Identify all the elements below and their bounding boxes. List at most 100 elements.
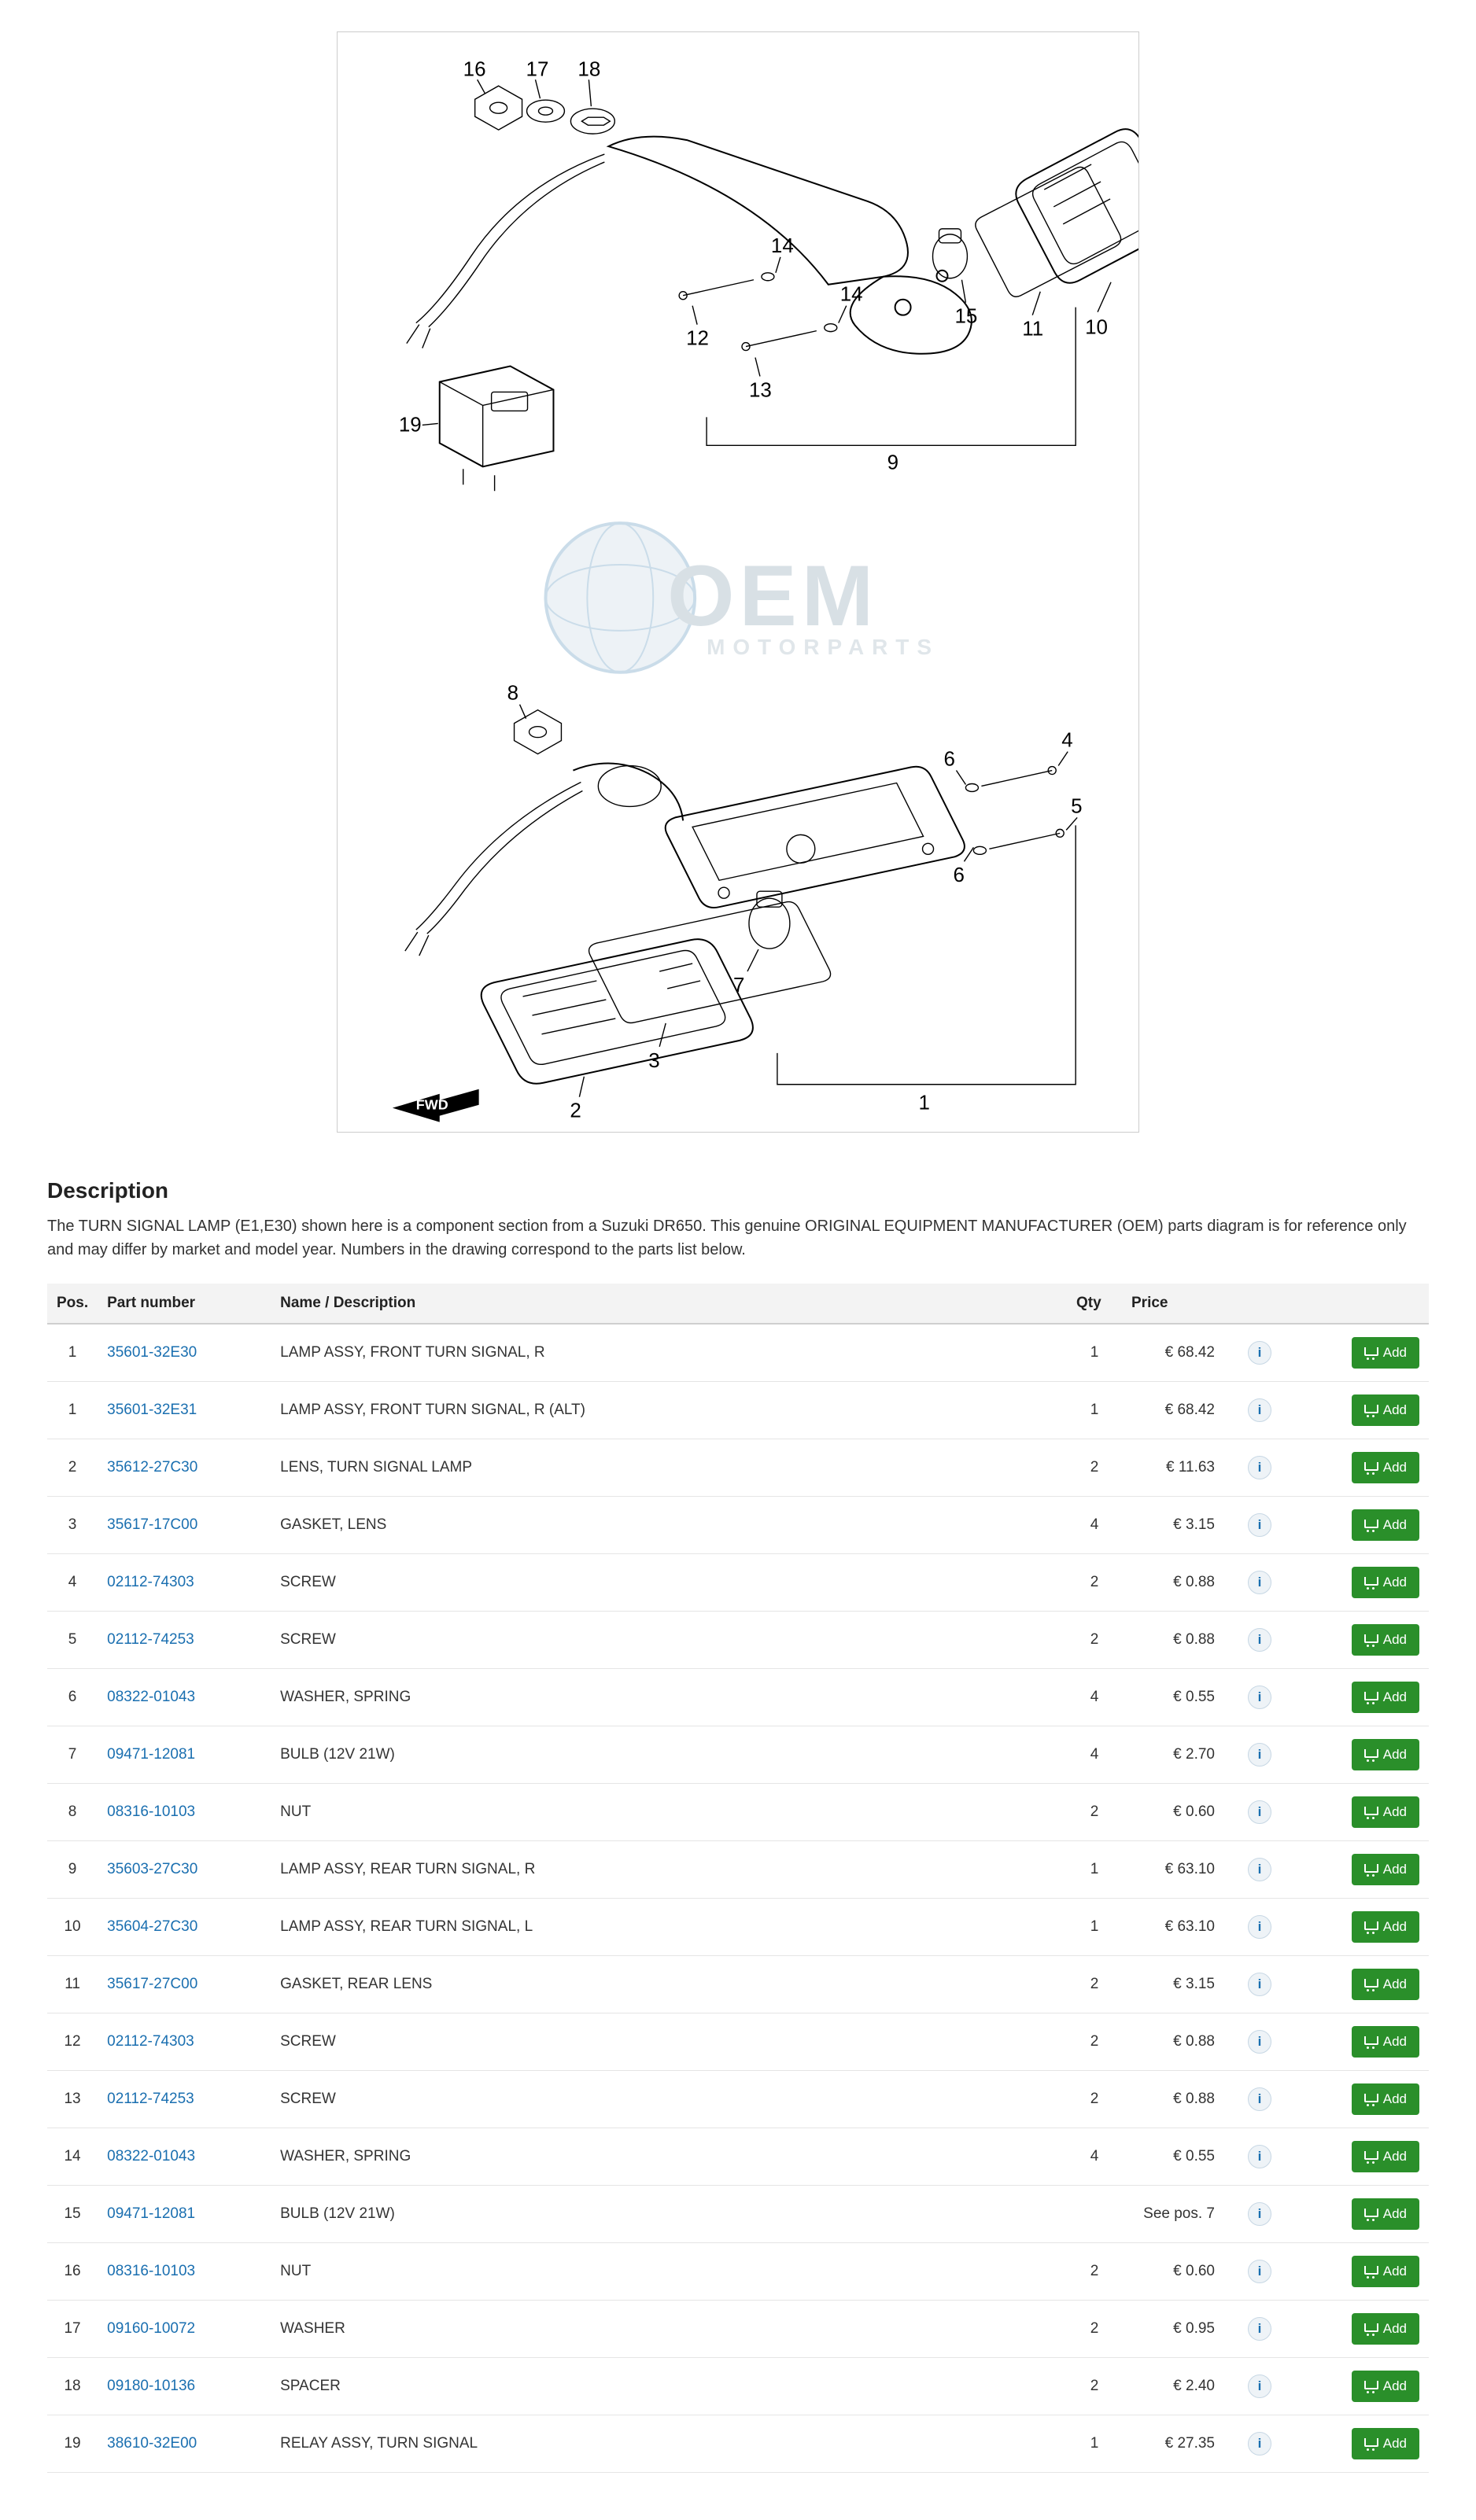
info-button[interactable]: i — [1248, 1398, 1271, 1422]
info-button[interactable]: i — [1248, 2030, 1271, 2054]
part-link[interactable]: 08316-10103 — [107, 1803, 195, 1820]
part-link[interactable]: 02112-74253 — [107, 2091, 194, 2107]
cell-partnumber: 09160-10072 — [98, 2301, 271, 2358]
add-to-cart-button[interactable]: Add — [1352, 2198, 1419, 2230]
add-to-cart-button[interactable]: Add — [1352, 2083, 1419, 2115]
col-price: Price — [1122, 1284, 1224, 1324]
cell-name: LENS, TURN SIGNAL LAMP — [271, 1439, 1067, 1497]
cell-partnumber: 09471-12081 — [98, 2186, 271, 2243]
info-button[interactable]: i — [1248, 2374, 1271, 2398]
add-to-cart-button[interactable]: Add — [1352, 2256, 1419, 2287]
callout-11: 11 — [1022, 319, 1043, 341]
cell-add: Add — [1295, 2358, 1429, 2415]
info-button[interactable]: i — [1248, 1456, 1271, 1479]
callout-3: 3 — [648, 1050, 659, 1072]
cell-qty: 2 — [1067, 1554, 1122, 1612]
info-button[interactable]: i — [1248, 1571, 1271, 1594]
add-to-cart-button[interactable]: Add — [1352, 1796, 1419, 1828]
part-link[interactable]: 08316-10103 — [107, 2263, 195, 2279]
add-to-cart-button[interactable]: Add — [1352, 1969, 1419, 2000]
part-link[interactable]: 35617-17C00 — [107, 1516, 197, 1533]
add-label: Add — [1383, 1804, 1407, 1820]
info-button[interactable]: i — [1248, 1858, 1271, 1881]
add-to-cart-button[interactable]: Add — [1352, 1452, 1419, 1483]
cart-icon — [1364, 1462, 1377, 1473]
cell-qty: 1 — [1067, 1324, 1122, 1382]
cell-partnumber: 02112-74253 — [98, 2071, 271, 2128]
cart-icon — [1364, 1405, 1377, 1416]
callout-2: 2 — [570, 1100, 581, 1122]
cell-add: Add — [1295, 1899, 1429, 1956]
part-link[interactable]: 09160-10072 — [107, 2320, 195, 2337]
add-to-cart-button[interactable]: Add — [1352, 2026, 1419, 2058]
table-row: 1608316-10103NUT2€ 0.60iAdd — [47, 2243, 1429, 2301]
info-button[interactable]: i — [1248, 2260, 1271, 2283]
add-to-cart-button[interactable]: Add — [1352, 2428, 1419, 2459]
part-link[interactable]: 02112-74253 — [107, 1631, 194, 1648]
add-to-cart-button[interactable]: Add — [1352, 1509, 1419, 1541]
part-link[interactable]: 08322-01043 — [107, 2148, 195, 2164]
info-button[interactable]: i — [1248, 2202, 1271, 2226]
add-to-cart-button[interactable]: Add — [1352, 2313, 1419, 2345]
part-link[interactable]: 02112-74303 — [107, 2033, 194, 2050]
part-link[interactable]: 35604-27C30 — [107, 1918, 197, 1935]
part-link[interactable]: 35603-27C30 — [107, 1861, 197, 1877]
table-row: 1135617-27C00GASKET, REAR LENS2€ 3.15iAd… — [47, 1956, 1429, 2013]
info-button[interactable]: i — [1248, 2432, 1271, 2456]
cart-icon — [1364, 1749, 1377, 1760]
table-row: 1408322-01043WASHER, SPRING4€ 0.55iAdd — [47, 2128, 1429, 2186]
cell-pos: 13 — [47, 2071, 98, 2128]
part-link[interactable]: 02112-74303 — [107, 1574, 194, 1590]
cart-icon — [1364, 1807, 1377, 1818]
cell-qty: 2 — [1067, 2301, 1122, 2358]
info-button[interactable]: i — [1248, 1915, 1271, 1939]
table-row: 402112-74303SCREW2€ 0.88iAdd — [47, 1554, 1429, 1612]
cart-icon — [1364, 2036, 1377, 2047]
info-button[interactable]: i — [1248, 2317, 1271, 2341]
info-button[interactable]: i — [1248, 2145, 1271, 2168]
cell-qty: 4 — [1067, 1669, 1122, 1726]
add-to-cart-button[interactable]: Add — [1352, 2371, 1419, 2402]
info-button[interactable]: i — [1248, 1628, 1271, 1652]
add-to-cart-button[interactable]: Add — [1352, 2141, 1419, 2172]
add-to-cart-button[interactable]: Add — [1352, 1567, 1419, 1598]
info-button[interactable]: i — [1248, 1973, 1271, 1996]
col-qty: Qty — [1067, 1284, 1122, 1324]
info-button[interactable]: i — [1248, 1686, 1271, 1709]
cell-qty: 4 — [1067, 1726, 1122, 1784]
part-link[interactable]: 09471-12081 — [107, 1746, 195, 1763]
add-to-cart-button[interactable]: Add — [1352, 1394, 1419, 1426]
info-button[interactable]: i — [1248, 1341, 1271, 1365]
part-link[interactable]: 38610-32E00 — [107, 2435, 197, 2452]
part-link[interactable]: 09471-12081 — [107, 2205, 195, 2222]
add-to-cart-button[interactable]: Add — [1352, 1911, 1419, 1943]
cell-qty: 4 — [1067, 2128, 1122, 2186]
add-to-cart-button[interactable]: Add — [1352, 1854, 1419, 1885]
part-link[interactable]: 35612-27C30 — [107, 1459, 197, 1476]
info-button[interactable]: i — [1248, 1743, 1271, 1767]
part-link[interactable]: 35617-27C00 — [107, 1976, 197, 1992]
table-row: 1809180-10136SPACER2€ 2.40iAdd — [47, 2358, 1429, 2415]
add-to-cart-button[interactable]: Add — [1352, 1624, 1419, 1656]
info-button[interactable]: i — [1248, 2087, 1271, 2111]
table-row: 335617-17C00GASKET, LENS4€ 3.15iAdd — [47, 1497, 1429, 1554]
add-label: Add — [1383, 2149, 1407, 2164]
part-link[interactable]: 35601-32E30 — [107, 1344, 197, 1361]
add-to-cart-button[interactable]: Add — [1352, 1337, 1419, 1369]
add-to-cart-button[interactable]: Add — [1352, 1739, 1419, 1770]
part-link[interactable]: 35601-32E31 — [107, 1402, 197, 1418]
info-button[interactable]: i — [1248, 1513, 1271, 1537]
part-link[interactable]: 09180-10136 — [107, 2378, 195, 2394]
parts-diagram[interactable]: 16 17 18 — [337, 31, 1139, 1133]
cell-info: i — [1224, 1324, 1295, 1382]
cell-name: LAMP ASSY, REAR TURN SIGNAL, L — [271, 1899, 1067, 1956]
info-button[interactable]: i — [1248, 1800, 1271, 1824]
callout-9: 9 — [887, 451, 899, 473]
cell-pos: 10 — [47, 1899, 98, 1956]
table-row: 935603-27C30LAMP ASSY, REAR TURN SIGNAL,… — [47, 1841, 1429, 1899]
part-link[interactable]: 08322-01043 — [107, 1689, 195, 1705]
cell-pos: 1 — [47, 1324, 98, 1382]
add-to-cart-button[interactable]: Add — [1352, 1682, 1419, 1713]
cell-name: LAMP ASSY, FRONT TURN SIGNAL, R — [271, 1324, 1067, 1382]
description-text: The TURN SIGNAL LAMP (E1,E30) shown here… — [47, 1214, 1429, 1262]
